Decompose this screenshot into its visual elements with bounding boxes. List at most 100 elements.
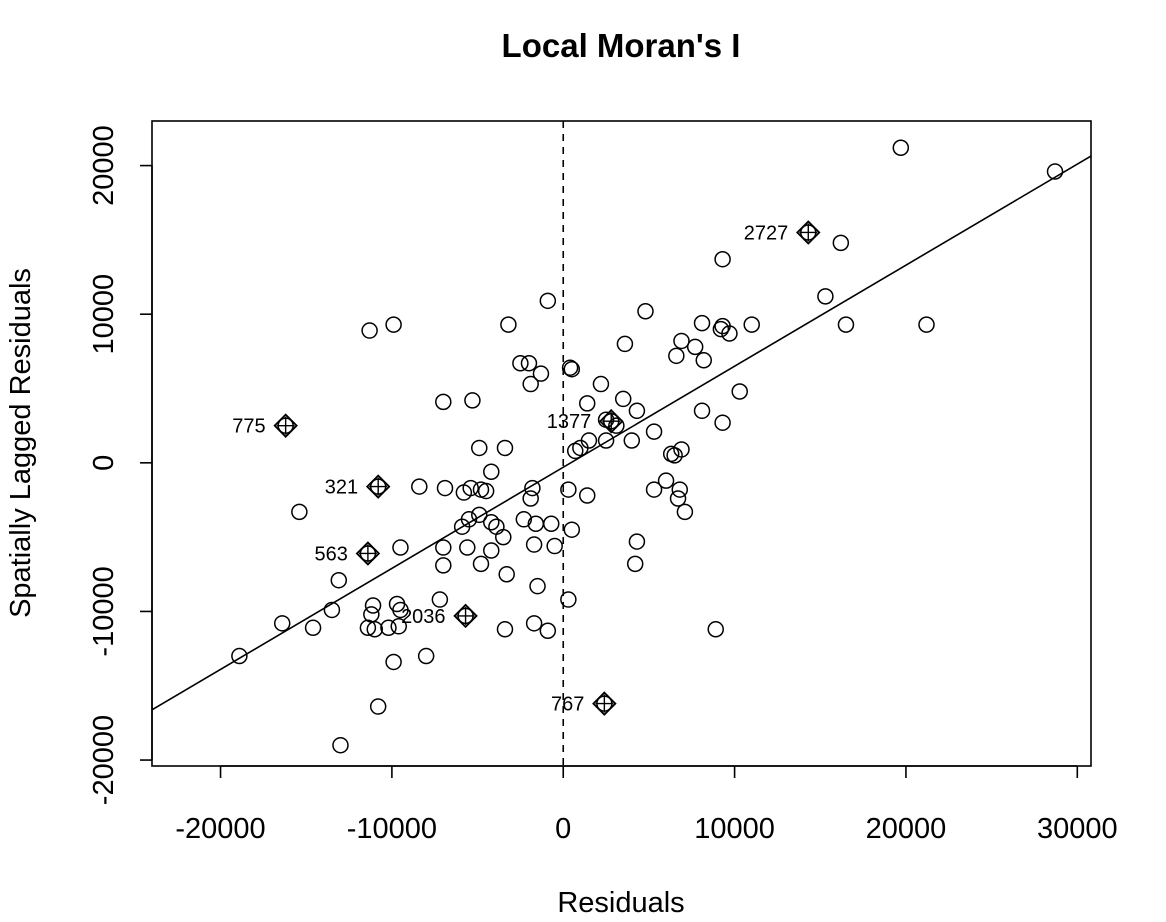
- data-point: [668, 347, 685, 365]
- data-point: [477, 482, 495, 500]
- data-point: [332, 736, 349, 754]
- y-tick-label: -10000: [88, 566, 120, 656]
- influential-point-diamond: [365, 474, 391, 499]
- data-point: [539, 292, 557, 310]
- data-point: [832, 234, 850, 252]
- data-point: [560, 591, 577, 608]
- data-point: [578, 395, 596, 412]
- data-point: [524, 479, 541, 497]
- y-tick-label: 10000: [88, 274, 120, 355]
- data-point: [817, 288, 834, 305]
- data-point: [459, 539, 476, 556]
- data-point: [714, 250, 731, 268]
- data-point: [304, 619, 322, 637]
- data-point: [578, 487, 596, 504]
- data-point: [539, 622, 557, 640]
- influential-point-label: 2727: [744, 222, 789, 244]
- influential-point: 563: [315, 541, 381, 566]
- data-point: [392, 539, 409, 556]
- influential-point: 775: [232, 413, 298, 438]
- data-point: [385, 653, 402, 671]
- data-point: [592, 375, 610, 393]
- data-point: [369, 698, 387, 715]
- data-point: [231, 647, 248, 665]
- x-tick-label: 10000: [694, 813, 775, 845]
- data-point: [918, 316, 935, 333]
- data-point: [435, 539, 452, 556]
- data-point: [563, 521, 581, 538]
- data-point: [366, 621, 384, 638]
- data-point: [597, 432, 615, 449]
- data-point: [435, 393, 452, 411]
- influential-point-label: 1377: [547, 411, 592, 433]
- data-point: [673, 332, 690, 350]
- y-tick-label: 20000: [88, 125, 120, 206]
- x-tick-label: 0: [555, 813, 571, 845]
- data-point: [628, 402, 646, 420]
- data-point: [483, 463, 500, 480]
- influential-point-label: 321: [325, 477, 358, 499]
- data-point: [608, 417, 625, 434]
- data-point: [392, 601, 409, 619]
- influential-point-diamond: [453, 603, 478, 629]
- data-point: [498, 566, 515, 583]
- regression-line: [152, 155, 1091, 711]
- data-point: [453, 518, 471, 535]
- data-point: [546, 537, 563, 555]
- data-point: [623, 432, 641, 449]
- data-point: [529, 577, 546, 595]
- data-point: [520, 354, 538, 372]
- data-point: [472, 555, 490, 573]
- influential-point-diamond: [273, 413, 298, 438]
- influential-point-label: 563: [315, 543, 348, 565]
- x-tick-label: -10000: [347, 813, 437, 845]
- x-axis-label: Residuals: [557, 887, 684, 919]
- data-point: [359, 619, 377, 637]
- influential-point-label: 2036: [401, 606, 446, 628]
- data-point: [436, 479, 454, 497]
- x-tick-label: 30000: [1037, 813, 1118, 845]
- influential-point-diamond: [355, 541, 381, 566]
- data-point: [657, 472, 675, 489]
- data-point: [525, 536, 543, 553]
- data-point: [616, 335, 634, 353]
- data-point: [1046, 163, 1064, 180]
- data-point: [892, 139, 910, 157]
- data-point: [560, 481, 577, 498]
- data-point: [390, 618, 407, 635]
- data-point: [561, 359, 579, 376]
- data-point: [743, 316, 760, 333]
- data-point: [496, 621, 514, 638]
- data-point: [686, 338, 704, 356]
- data-point: [637, 302, 654, 320]
- influential-point-label: 775: [232, 416, 265, 438]
- data-point: [721, 325, 738, 342]
- data-point: [693, 314, 711, 332]
- data-point: [472, 481, 490, 498]
- data-point: [645, 423, 663, 440]
- data-point: [563, 360, 581, 378]
- data-point: [361, 322, 378, 339]
- data-point: [522, 490, 539, 507]
- data-point: [411, 478, 428, 495]
- data-point: [666, 447, 683, 464]
- data-point: [731, 383, 748, 400]
- data-point: [431, 591, 449, 608]
- data-point: [363, 606, 380, 623]
- y-axis-label: Spatially Lagged Residuals: [5, 268, 37, 618]
- data-point: [714, 414, 731, 431]
- chart-title: Local Moran's I: [502, 27, 741, 64]
- influential-point: 321: [325, 474, 391, 499]
- data-point: [626, 555, 644, 573]
- data-point: [500, 316, 517, 333]
- data-point: [515, 511, 533, 528]
- data-point: [455, 484, 473, 501]
- plot-box: [151, 120, 1092, 767]
- data-point: [525, 615, 543, 632]
- data-point: [323, 601, 341, 619]
- data-point: [522, 375, 539, 393]
- influential-point-label: 767: [551, 694, 584, 716]
- data-point: [464, 392, 481, 409]
- influential-point-diamond: [592, 691, 617, 716]
- influential-point: 767: [551, 691, 617, 716]
